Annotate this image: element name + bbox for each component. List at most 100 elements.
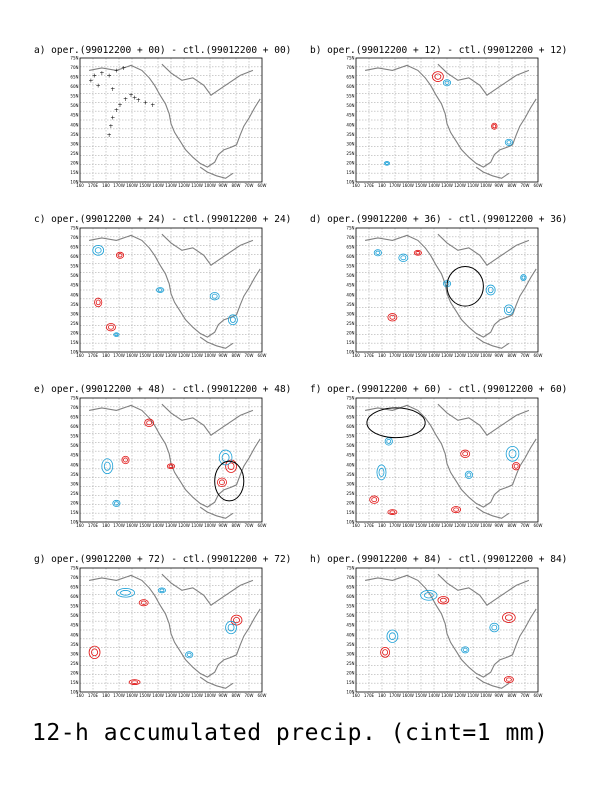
track-marker: +	[110, 115, 115, 122]
y-tick-label: 75N	[70, 396, 78, 401]
y-tick-label: 45N	[346, 453, 354, 458]
x-tick-label: 70W	[520, 693, 529, 698]
x-tick-label: 90W	[494, 693, 503, 698]
x-tick-label: 180	[102, 353, 110, 358]
y-tick-label: 15N	[70, 680, 78, 685]
x-tick-label: 80W	[507, 183, 516, 188]
x-tick-label: 130W	[441, 353, 453, 358]
contour	[504, 138, 513, 146]
coastline	[199, 676, 234, 689]
y-tick-label: 65N	[70, 245, 78, 250]
y-tick-label: 25N	[346, 661, 354, 666]
contour	[503, 676, 514, 684]
x-tick-label: 150W	[415, 693, 427, 698]
panel-title: d) oper.(99012200 + 36) - ctl.(99012200 …	[310, 214, 568, 225]
y-tick-label: 20N	[70, 330, 78, 335]
contour	[229, 316, 236, 323]
x-tick-label: 60W	[533, 353, 542, 358]
y-tick-label: 30N	[70, 141, 78, 146]
x-tick-label: 110W	[467, 183, 479, 188]
y-tick-label: 35N	[70, 642, 78, 647]
y-tick-label: 70N	[346, 575, 354, 580]
y-tick-label: 35N	[70, 472, 78, 477]
contour	[398, 253, 409, 262]
y-tick-label: 35N	[346, 302, 354, 307]
x-tick-label: 130W	[441, 183, 453, 188]
x-tick-label: 180	[102, 693, 110, 698]
map-h: 75N 70N 65N 60N 55N 50N 45N 40N 35N 30N 25N 20N 15N 1…	[346, 566, 542, 699]
contour	[502, 612, 516, 623]
x-tick-label: 80W	[507, 353, 516, 358]
x-tick-label: 150W	[139, 523, 151, 528]
contour	[442, 79, 452, 87]
track-marker: +	[107, 72, 112, 79]
contour	[389, 314, 396, 320]
track-marker: +	[114, 107, 119, 114]
y-tick-label: 40N	[70, 632, 78, 637]
x-tick-label: 170W	[389, 353, 401, 358]
map-frame	[355, 57, 539, 183]
contour	[209, 292, 220, 301]
contour	[121, 455, 130, 465]
contour	[230, 614, 243, 626]
contour	[156, 287, 165, 293]
x-tick-label: 140W	[428, 183, 440, 188]
y-tick-label: 25N	[346, 151, 354, 156]
coastline	[88, 64, 261, 168]
contour	[131, 680, 139, 684]
contour	[227, 462, 235, 471]
y-tick-label: 50N	[346, 613, 354, 618]
x-tick-label: 150W	[415, 353, 427, 358]
x-tick-label: 160W	[126, 353, 138, 358]
map-frame	[355, 227, 539, 353]
x-tick-label: 70W	[520, 353, 529, 358]
contour	[505, 445, 520, 462]
contour	[225, 620, 237, 635]
y-tick-label: 60N	[346, 254, 354, 259]
y-tick-label: 20N	[346, 670, 354, 675]
highlight-circle	[446, 265, 484, 307]
map-d: 75N 70N 65N 60N 55N 50N 45N 40N 35N 30N 25N 20N 15N 1…	[346, 226, 542, 359]
contour	[491, 624, 498, 631]
contour	[503, 304, 514, 316]
x-tick-label: 100W	[204, 183, 216, 188]
coastline	[88, 234, 261, 338]
x-tick-label: 130W	[165, 523, 177, 528]
coastline	[161, 573, 254, 606]
highlight-circle	[214, 460, 245, 502]
x-tick-label: 160W	[126, 523, 138, 528]
x-tick-label: 170E	[364, 353, 375, 358]
x-tick-label: 180	[102, 523, 110, 528]
y-tick-label: 20N	[70, 160, 78, 165]
y-tick-label: 70N	[346, 65, 354, 70]
coastline	[199, 506, 234, 519]
contour	[113, 501, 119, 506]
y-tick-label: 20N	[70, 500, 78, 505]
y-tick-label: 10N	[70, 180, 78, 185]
x-tick-label: 160W	[402, 693, 414, 698]
track-marker: +	[150, 102, 155, 109]
track-marker: +	[136, 97, 141, 104]
x-tick-label: 150W	[139, 353, 151, 358]
x-tick-label: 170E	[88, 523, 99, 528]
contour	[144, 418, 155, 427]
y-tick-label: 10N	[346, 180, 354, 185]
x-tick-label: 110W	[191, 353, 203, 358]
track-marker: +	[110, 86, 115, 93]
y-tick-label: 10N	[346, 350, 354, 355]
x-tick-label: 140W	[152, 693, 164, 698]
contour	[219, 479, 225, 486]
x-tick-label: 110W	[467, 693, 479, 698]
x-tick-label: 100W	[480, 523, 492, 528]
y-tick-label: 60N	[346, 594, 354, 599]
coastline	[364, 574, 537, 678]
x-tick-label: 60W	[533, 523, 542, 528]
x-tick-label: 170E	[364, 693, 375, 698]
y-tick-label: 30N	[346, 651, 354, 656]
contour	[389, 510, 396, 514]
y-tick-label: 10N	[70, 350, 78, 355]
x-tick-label: 170W	[389, 693, 401, 698]
contour	[116, 588, 136, 598]
map-frame	[79, 227, 263, 353]
contour	[128, 679, 141, 685]
